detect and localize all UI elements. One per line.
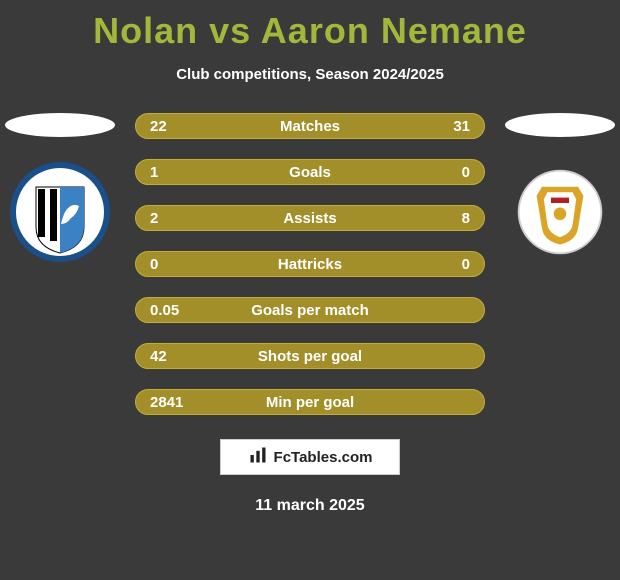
stat-row-goals-per-match: 0.05 Goals per match	[135, 297, 485, 323]
stat-row-matches: 22 Matches 31	[135, 113, 485, 139]
stat-label: Hattricks	[136, 256, 484, 273]
left-player-column	[0, 113, 120, 267]
stat-row-hattricks: 0 Hattricks 0	[135, 251, 485, 277]
right-player-ellipse	[505, 113, 615, 137]
stat-row-assists: 2 Assists 8	[135, 205, 485, 231]
stat-rows: 22 Matches 31 1 Goals 0 2 Assists 8 0 Ha…	[135, 113, 485, 415]
left-player-ellipse	[5, 113, 115, 137]
bar-chart-icon	[248, 445, 268, 469]
stat-row-min-per-goal: 2841 Min per goal	[135, 389, 485, 415]
stat-left-value: 1	[150, 164, 158, 181]
stat-right-value: 8	[462, 210, 470, 227]
stat-label: Shots per goal	[136, 348, 484, 365]
date-text: 11 march 2025	[0, 497, 620, 515]
watermark-text: FcTables.com	[274, 449, 373, 466]
stat-left-value: 42	[150, 348, 167, 365]
stat-label: Assists	[136, 210, 484, 227]
stat-right-value: 31	[453, 118, 470, 135]
stat-row-goals: 1 Goals 0	[135, 159, 485, 185]
stat-label: Min per goal	[136, 394, 484, 411]
stat-row-shots-per-goal: 42 Shots per goal	[135, 343, 485, 369]
stat-right-value: 0	[462, 164, 470, 181]
page-title: Nolan vs Aaron Nemane	[0, 0, 620, 52]
watermark: FcTables.com	[220, 439, 400, 475]
stat-right-value: 0	[462, 256, 470, 273]
stat-left-value: 0	[150, 256, 158, 273]
left-club-crest	[10, 157, 110, 267]
stat-left-value: 0.05	[150, 302, 179, 319]
comparison-panel: 22 Matches 31 1 Goals 0 2 Assists 8 0 Ha…	[0, 113, 620, 515]
subtitle: Club competitions, Season 2024/2025	[0, 66, 620, 83]
stat-label: Matches	[136, 118, 484, 135]
stat-label: Goals	[136, 164, 484, 181]
stat-left-value: 2841	[150, 394, 183, 411]
stat-label: Goals per match	[136, 302, 484, 319]
right-club-crest	[510, 157, 610, 267]
stat-left-value: 22	[150, 118, 167, 135]
right-player-column	[500, 113, 620, 267]
stat-left-value: 2	[150, 210, 158, 227]
